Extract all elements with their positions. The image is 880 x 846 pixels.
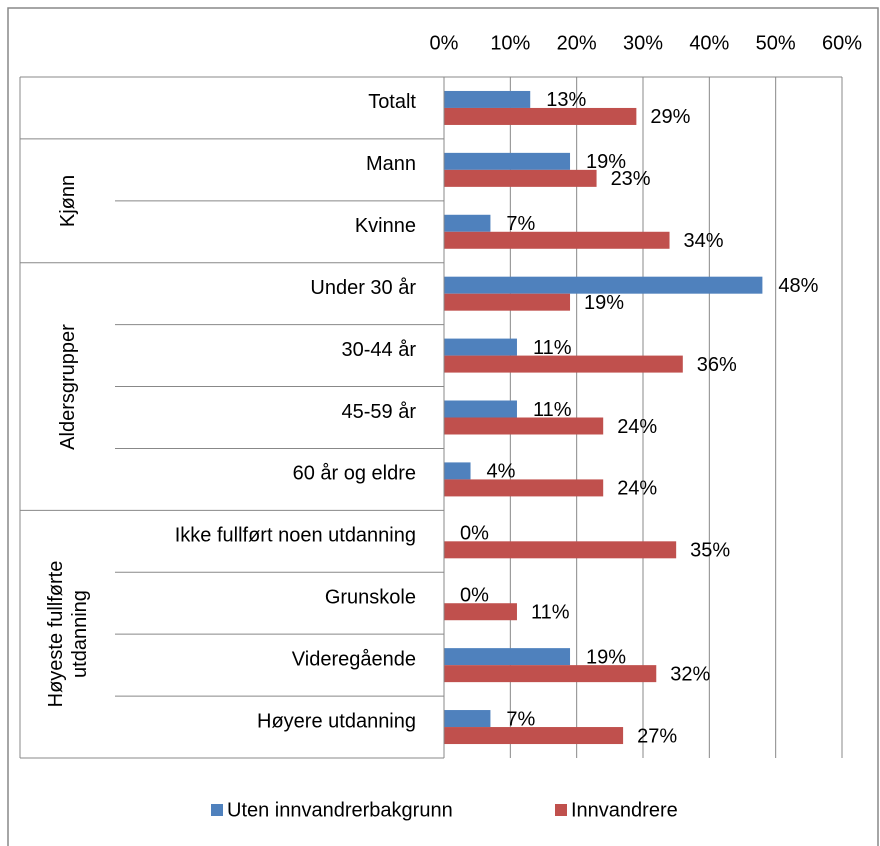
bar bbox=[444, 214, 491, 232]
bar bbox=[444, 727, 624, 745]
legend-swatch bbox=[211, 804, 223, 816]
data-label: 11% bbox=[531, 602, 570, 624]
bar bbox=[444, 541, 677, 559]
data-label: 4% bbox=[487, 461, 516, 483]
data-label: 48% bbox=[778, 275, 818, 297]
x-tick-label: 50% bbox=[756, 32, 796, 54]
data-label: 11% bbox=[533, 337, 572, 359]
data-label: 19% bbox=[586, 646, 626, 668]
data-label: 23% bbox=[611, 168, 651, 190]
bar bbox=[444, 603, 517, 621]
y-tick-label: Kvinne bbox=[355, 215, 416, 237]
bar bbox=[444, 355, 683, 373]
bar bbox=[444, 648, 571, 666]
y-tick-label: Totalt bbox=[368, 91, 416, 113]
data-label: 13% bbox=[546, 89, 586, 111]
bar bbox=[444, 479, 604, 497]
y-tick-label: Under 30 år bbox=[310, 277, 416, 299]
y-tick-label: Videregående bbox=[292, 648, 416, 670]
bar bbox=[444, 417, 604, 435]
group-label: Aldersgrupper bbox=[56, 323, 79, 450]
bar bbox=[444, 665, 657, 683]
y-tick-label: Ikke fullført noen utdanning bbox=[175, 525, 416, 547]
data-label: 19% bbox=[586, 151, 626, 173]
bar bbox=[444, 152, 571, 170]
frame bbox=[7, 7, 879, 846]
y-tick-label: 60 år og eldre bbox=[293, 463, 416, 485]
legend-label: Uten innvandrerbakgrunn bbox=[227, 799, 453, 821]
bar bbox=[444, 338, 517, 356]
data-label: 11% bbox=[533, 399, 572, 421]
data-label: 19% bbox=[584, 292, 624, 314]
y-tick-label: 45-59 år bbox=[342, 401, 417, 423]
bar bbox=[444, 400, 517, 418]
group-label: Høyeste fullførte utdanning bbox=[44, 560, 91, 708]
bar bbox=[444, 90, 531, 108]
bar bbox=[444, 462, 471, 480]
data-label: 32% bbox=[670, 663, 710, 685]
x-tick-label: 30% bbox=[623, 32, 663, 54]
x-tick-label: 20% bbox=[557, 32, 597, 54]
x-tick-label: 60% bbox=[822, 32, 862, 54]
data-label: 36% bbox=[697, 354, 737, 376]
data-label: 27% bbox=[637, 725, 677, 747]
data-label: 24% bbox=[617, 478, 657, 500]
data-label: 35% bbox=[690, 540, 730, 562]
data-label: 34% bbox=[684, 230, 724, 252]
x-tick-label: 0% bbox=[430, 32, 459, 54]
y-tick-label: Grunskole bbox=[325, 587, 416, 609]
data-label: 7% bbox=[506, 213, 535, 235]
x-tick-label: 10% bbox=[490, 32, 530, 54]
legend-label: Innvandrere bbox=[571, 799, 678, 821]
x-tick-label: 40% bbox=[689, 32, 729, 54]
y-tick-label: 30-44 år bbox=[342, 339, 417, 361]
data-label: 24% bbox=[617, 416, 657, 438]
data-label: 7% bbox=[506, 708, 535, 730]
bar bbox=[444, 276, 763, 294]
data-label: 0% bbox=[460, 523, 489, 545]
y-tick-label: Høyere utdanning bbox=[257, 710, 416, 732]
data-label: 0% bbox=[460, 585, 489, 607]
bar bbox=[444, 107, 637, 125]
legend-swatch bbox=[555, 804, 567, 816]
data-label: 29% bbox=[650, 106, 690, 128]
bar bbox=[444, 293, 571, 311]
bar bbox=[444, 169, 597, 187]
group-label: Kjønn bbox=[56, 174, 79, 227]
y-tick-label: Mann bbox=[366, 153, 416, 175]
bar bbox=[444, 710, 491, 728]
bar bbox=[444, 231, 670, 249]
